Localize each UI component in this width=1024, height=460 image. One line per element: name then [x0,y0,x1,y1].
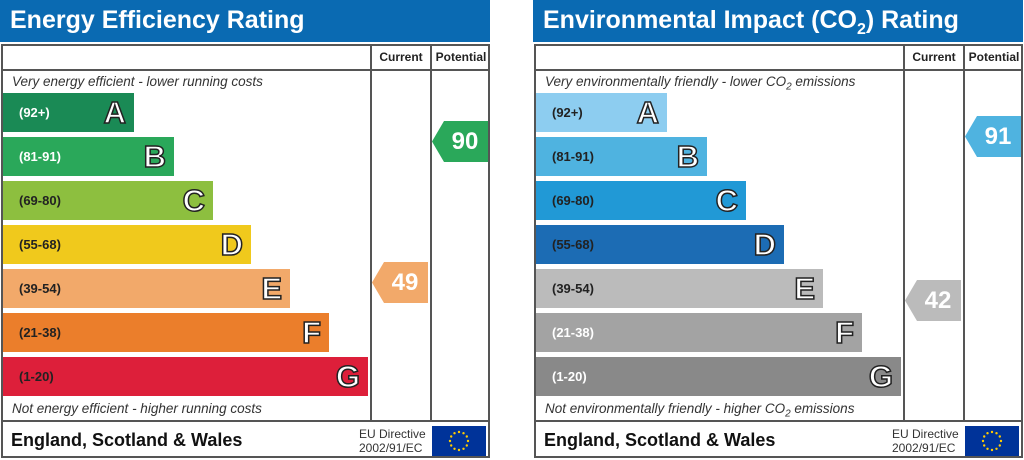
title-text: Energy Efficiency Rating [10,6,305,34]
band-letter: C [715,182,739,219]
note-after: emissions [791,74,856,89]
divider [536,69,1021,71]
eu-directive: EU Directive 2002/91/EC [892,427,959,455]
potential-rating-arrow: 91 [965,116,1021,157]
band-letter: B [676,138,700,175]
title-sub: 2 [856,21,866,38]
band-e: (39-54) E [536,269,823,308]
band-a: (92+) A [536,93,667,132]
band-range: (55-68) [19,237,61,252]
band-range: (1-20) [19,369,54,384]
rating-table: Current Potential Very energy efficient … [1,44,490,458]
note-sub: 2 [785,408,791,420]
divider [370,46,372,421]
band-c: (69-80) C [536,181,746,220]
band-e: (39-54) E [3,269,290,308]
note-sub: 2 [786,81,792,93]
band-d: (55-68) D [536,225,784,264]
band-range: (55-68) [552,237,594,252]
band-letter: E [794,270,816,307]
band-f: (21-38) F [536,313,862,352]
bottom-note: Not energy efficient - higher running co… [12,401,262,416]
current-header: Current [379,50,423,64]
divider [430,46,432,421]
band-letter: G [335,358,361,395]
band-letter: D [220,226,244,263]
band-b: (81-91) B [536,137,707,176]
panel-title: Energy Efficiency Rating [0,0,490,42]
region-label: England, Scotland & Wales [544,430,776,450]
divider [963,46,965,421]
band-range: (69-80) [19,193,61,208]
top-note: Very energy efficient - lower running co… [12,74,263,89]
band-range: (69-80) [552,193,594,208]
note-text: Not environmentally friendly - higher CO [545,401,786,416]
band-letter: F [301,314,321,351]
divider [536,420,1021,422]
band-a: (92+) A [3,93,134,132]
band-g: (1-20) G [3,357,368,396]
note-text: Very environmentally friendly - lower CO [545,74,787,89]
divider [903,46,905,421]
band-range: (1-20) [552,369,587,384]
region-label: England, Scotland & Wales [11,430,243,450]
directive-line: EU Directive [892,427,959,441]
band-b: (81-91) B [3,137,174,176]
current-rating-arrow: 49 [372,262,428,303]
band-range: (81-91) [19,149,61,164]
panel-title: Environmental Impact (CO2) Rating [533,0,1023,42]
band-letter: B [143,138,167,175]
band-d: (55-68) D [3,225,251,264]
band-range: (21-38) [19,325,61,340]
divider [3,420,488,422]
band-c: (69-80) C [3,181,213,220]
environmental-impact-panel: Environmental Impact (CO2) Rating Curren… [533,0,1023,460]
potential-rating-arrow: 90 [432,121,488,162]
band-letter: G [868,358,894,395]
title-text: Environmental Impact (CO [543,6,857,34]
band-letter: C [182,182,206,219]
directive-line: 2002/91/EC [892,441,956,455]
eu-flag-icon [432,426,486,456]
current-rating-arrow: 42 [905,280,961,321]
band-range: (92+) [19,105,50,120]
band-g: (1-20) G [536,357,901,396]
energy-efficiency-panel: Energy Efficiency Rating Current Potenti… [0,0,490,460]
directive-line: EU Directive [359,427,426,441]
band-letter: D [753,226,777,263]
band-range: (39-54) [552,281,594,296]
top-note: Very environmentally friendly - lower CO… [545,74,855,93]
current-header: Current [912,50,956,64]
band-letter: A [636,94,660,131]
note-text: Very energy efficient - lower running co… [12,74,263,89]
band-f: (21-38) F [3,313,329,352]
rating-table: Current Potential Very environmentally f… [534,44,1023,458]
divider [3,69,488,71]
band-range: (92+) [552,105,583,120]
eu-flag-icon [965,426,1019,456]
bottom-note: Not environmentally friendly - higher CO… [545,401,854,420]
band-letter: E [261,270,283,307]
potential-header: Potential [435,50,487,64]
directive-line: 2002/91/EC [359,441,423,455]
band-range: (39-54) [19,281,61,296]
potential-header: Potential [968,50,1020,64]
band-letter: A [103,94,127,131]
note-text: Not energy efficient - higher running co… [12,401,262,416]
band-letter: F [834,314,854,351]
eu-directive: EU Directive 2002/91/EC [359,427,426,455]
band-range: (21-38) [552,325,594,340]
band-range: (81-91) [552,149,594,164]
title-after: ) Rating [865,6,959,34]
note-after: emissions [790,401,855,416]
